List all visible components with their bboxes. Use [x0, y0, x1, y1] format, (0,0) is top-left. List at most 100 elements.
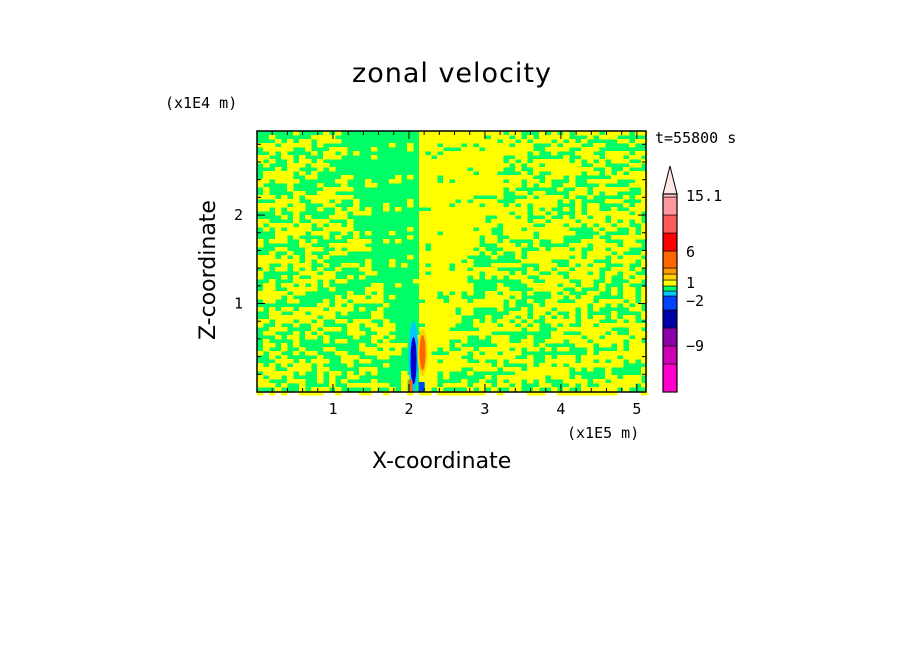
field-cell [581, 151, 588, 156]
field-cell [389, 327, 396, 332]
field-cell [533, 207, 540, 212]
field-cell [497, 287, 504, 292]
field-cell [311, 275, 318, 280]
field-cell [353, 207, 360, 212]
field-cell [461, 231, 468, 236]
field-cell [617, 347, 624, 352]
field-cell [545, 207, 552, 212]
field-cell [341, 307, 348, 312]
field-cell [317, 359, 324, 364]
field-cell [389, 259, 396, 264]
field-cell [449, 255, 456, 260]
field-cell [305, 287, 312, 292]
field-cell [575, 243, 582, 248]
field-cell [281, 275, 288, 280]
field-cell [425, 383, 432, 388]
field-cell [305, 215, 312, 220]
field-cell [617, 359, 624, 364]
field-cell [551, 163, 558, 168]
field-cell [551, 195, 558, 200]
field-cell [539, 371, 546, 376]
field-cell [527, 267, 534, 272]
field-cell [569, 275, 576, 280]
field-cell [335, 319, 342, 324]
field-cell [587, 359, 594, 364]
field-cell [593, 163, 600, 168]
field-cell [509, 203, 516, 208]
field-cell [623, 223, 630, 228]
field-cell [593, 187, 600, 192]
field-cell [479, 367, 486, 372]
field-cell [491, 223, 498, 228]
field-cell [515, 175, 522, 180]
field-cell [383, 327, 390, 332]
field-cell [437, 367, 444, 372]
field-cell [437, 343, 444, 348]
field-cell [611, 151, 618, 156]
field-cell [257, 143, 264, 148]
field-cell [347, 371, 354, 376]
field-cell [635, 327, 642, 332]
field-cell [281, 355, 288, 360]
field-cell [293, 335, 300, 340]
field-cell [617, 235, 624, 240]
field-cell [365, 207, 372, 212]
field-cell [461, 279, 468, 284]
field-cell [593, 191, 600, 196]
field-cell [551, 219, 558, 224]
field-cell [497, 179, 504, 184]
field-cell [437, 335, 444, 340]
field-cell [491, 339, 498, 344]
field-cell [593, 219, 600, 224]
field-cell [539, 283, 546, 288]
field-cell [449, 331, 456, 336]
field-cell [545, 359, 552, 364]
field-cell [293, 267, 300, 272]
field-cell [539, 131, 546, 136]
field-cell [275, 139, 282, 144]
field-cell [455, 279, 462, 284]
field-cell [551, 367, 558, 372]
field-cell [263, 299, 270, 304]
field-cell [359, 295, 366, 300]
field-cell [569, 223, 576, 228]
field-cell [569, 295, 576, 300]
field-cell [491, 267, 498, 272]
field-cell [383, 203, 390, 208]
field-cell [443, 191, 450, 196]
field-cell [557, 303, 564, 308]
field-cell [569, 335, 576, 340]
field-cell [311, 327, 318, 332]
field-cell [515, 275, 522, 280]
field-cell [323, 315, 330, 320]
field-cell [419, 183, 426, 188]
field-cell [479, 167, 486, 172]
field-cell [305, 147, 312, 152]
field-cell [485, 171, 492, 176]
field-cell [305, 391, 312, 396]
field-cell [425, 131, 432, 136]
field-cell [431, 247, 438, 252]
field-cell [461, 383, 468, 388]
field-cell [575, 191, 582, 196]
field-cell [473, 351, 480, 356]
field-cell [497, 187, 504, 192]
field-cell [623, 295, 630, 300]
field-cell [467, 331, 474, 336]
field-cell [593, 155, 600, 160]
field-cell [563, 319, 570, 324]
field-cell [293, 179, 300, 184]
field-cell [575, 207, 582, 212]
field-cell [419, 147, 426, 152]
field-cell [557, 391, 564, 396]
field-cell [509, 323, 516, 328]
field-cell [443, 307, 450, 312]
field-cell [545, 367, 552, 372]
field-cell [425, 195, 432, 200]
field-cell [641, 183, 648, 188]
field-cell [575, 275, 582, 280]
field-cell [629, 315, 636, 320]
field-cell [443, 171, 450, 176]
field-cell [431, 215, 438, 220]
field-cell [551, 255, 558, 260]
